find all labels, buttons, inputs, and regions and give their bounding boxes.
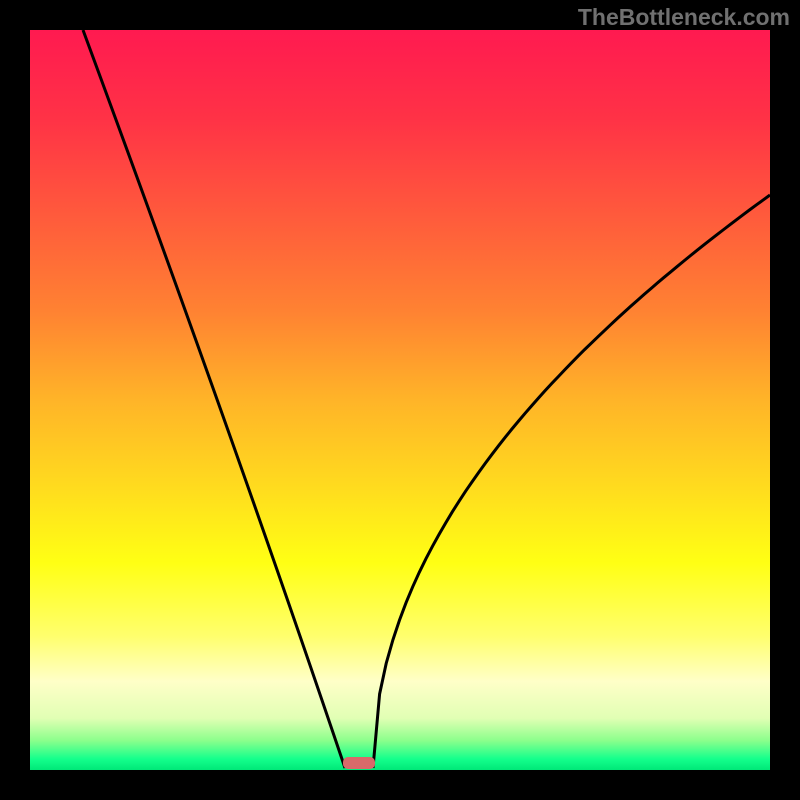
watermark-text: TheBottleneck.com xyxy=(578,4,790,31)
chart-container: TheBottleneck.com xyxy=(0,0,800,800)
bottleneck-marker xyxy=(343,757,375,769)
plot-background xyxy=(30,30,770,770)
chart-svg xyxy=(0,0,800,800)
